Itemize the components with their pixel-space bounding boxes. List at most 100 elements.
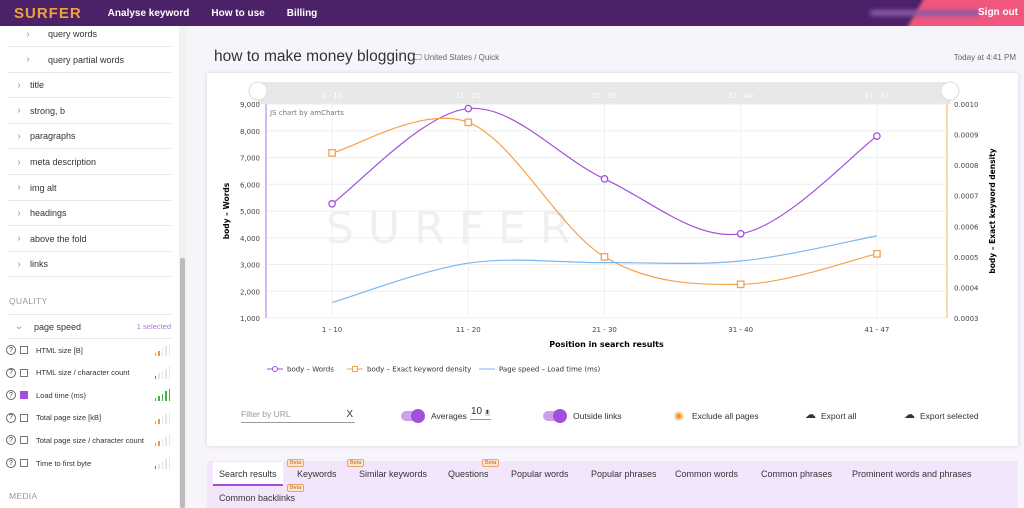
- help-icon[interactable]: ?: [6, 435, 16, 446]
- tab[interactable]: Common backlinks: [219, 493, 296, 503]
- scroll-grip-right[interactable]: [940, 81, 960, 101]
- export-all-button[interactable]: Export all: [821, 411, 857, 421]
- cloud-download-icon[interactable]: ☁: [904, 409, 915, 421]
- y-tick-label: 4,000: [240, 235, 260, 243]
- tab[interactable]: Common words: [675, 469, 739, 479]
- exclude-all-pages-button[interactable]: Exclude all pages: [692, 411, 759, 421]
- data-point: [736, 280, 745, 289]
- tab[interactable]: Keywords: [297, 469, 337, 479]
- sidebar-item-label: query words: [48, 29, 98, 39]
- metric-row[interactable]: ? Time to first byte: [6, 453, 170, 473]
- help-icon[interactable]: ?: [6, 345, 16, 355]
- level-bar: [168, 366, 170, 379]
- averages-toggle[interactable]: [401, 409, 425, 423]
- eye-icon[interactable]: ◉: [674, 410, 684, 422]
- sidebar-item-label: links: [30, 259, 49, 270]
- level-bar: [161, 461, 163, 469]
- metric-checkbox[interactable]: [20, 413, 28, 422]
- help-icon[interactable]: ?: [6, 412, 16, 423]
- metric-label: Total page size / character count: [36, 435, 144, 445]
- spinner-icon[interactable]: ⬍: [484, 410, 490, 416]
- metric-checkbox[interactable]: [20, 391, 28, 400]
- sidebar-item[interactable]: › strong, b: [8, 99, 171, 124]
- cloud-download-icon[interactable]: ☁: [805, 409, 816, 421]
- y2-tick-label: 0.0010: [954, 101, 979, 109]
- y2-tick-label: 0.0004: [954, 284, 979, 292]
- level-bar: [161, 371, 163, 379]
- metric-checkbox[interactable]: [20, 368, 28, 377]
- sidebar-item[interactable]: › query partial words: [8, 48, 171, 73]
- scrollbar-band: [258, 82, 951, 104]
- outside-links-label: Outside links: [573, 411, 622, 421]
- metric-row[interactable]: ? Total page size [kB]: [6, 408, 170, 428]
- clear-filter-button[interactable]: X: [346, 409, 353, 420]
- sidebar-item[interactable]: › paragraphs: [8, 124, 171, 150]
- tab[interactable]: Popular words: [511, 469, 569, 479]
- sidebar-item[interactable]: › query words: [8, 22, 171, 47]
- level-bar: [168, 389, 170, 402]
- nav-analyse-keyword[interactable]: Analyse keyword: [107, 7, 190, 19]
- tab[interactable]: Prominent words and phrases: [852, 469, 972, 479]
- level-bar: [165, 346, 167, 356]
- x-tick-label: 31 - 40: [728, 326, 753, 334]
- level-bar: [158, 463, 160, 469]
- y2-tick-label: 0.0006: [954, 223, 979, 231]
- location: 🖵 United States / Quick: [414, 53, 499, 63]
- media-heading: MEDIA: [9, 491, 38, 501]
- metric-row[interactable]: ? HTML size [B]: [6, 340, 170, 360]
- outside-links-toggle[interactable]: [543, 409, 567, 423]
- metric-label: Total page size [kB]: [36, 413, 102, 423]
- metric-row[interactable]: ? Load time (ms): [6, 385, 170, 405]
- sidebar-item-label: img alt: [30, 182, 57, 193]
- scrollbar-category-label: 21 - 30: [592, 92, 617, 100]
- help-icon[interactable]: ?: [6, 458, 16, 468]
- nav-billing[interactable]: Billing: [286, 7, 318, 19]
- level-bar: [158, 418, 160, 424]
- level-bar: [161, 393, 163, 402]
- chart: SURFER1,0002,0003,0004,0005,0006,0007,00…: [222, 81, 997, 374]
- sidebar-item[interactable]: › title: [8, 73, 171, 99]
- y-tick-label: 2,000: [240, 288, 260, 296]
- filter-placeholder: Filter by URL: [241, 409, 291, 419]
- tab[interactable]: Questions: [448, 469, 489, 479]
- export-selected-button[interactable]: Export selected: [920, 411, 979, 421]
- tab[interactable]: Popular phrases: [591, 469, 657, 479]
- sidebar-item[interactable]: › meta description: [8, 150, 171, 175]
- sidebar-item[interactable]: › links: [8, 252, 171, 278]
- nav-how-to-use[interactable]: How to use: [211, 7, 265, 19]
- metric-checkbox[interactable]: [20, 346, 28, 354]
- metric-checkbox[interactable]: [20, 459, 28, 467]
- level-bar: [158, 441, 160, 447]
- x-tick-label: 41 - 47: [865, 326, 890, 334]
- sidebar-item[interactable]: › img alt: [8, 176, 171, 201]
- level-bar: [154, 443, 156, 447]
- y-tick-label: 9,000: [240, 101, 260, 109]
- sidebar-scrollbar[interactable]: [180, 258, 185, 508]
- metric-row[interactable]: ? HTML size / character count: [6, 363, 170, 383]
- surfer-logo[interactable]: SURFER: [14, 4, 82, 22]
- series-line: [331, 117, 878, 286]
- timestamp: Today at 4:41 PM: [953, 53, 1016, 62]
- sidebar-group-page-speed[interactable]: ⌄ page speed 1 selected: [8, 314, 171, 339]
- help-icon[interactable]: ?: [6, 367, 16, 378]
- metric-row[interactable]: ? Total page size / character count: [6, 430, 170, 450]
- averages-input[interactable]: 10 ⬍: [470, 406, 491, 420]
- y2-tick-label: 0.0007: [954, 193, 979, 201]
- sidebar-item[interactable]: › headings: [8, 201, 171, 227]
- tab[interactable]: Common phrases: [761, 469, 833, 479]
- metric-label: Load time (ms): [36, 390, 87, 400]
- level-bar: [165, 368, 167, 379]
- chevron-right-icon: ›: [17, 207, 21, 219]
- sidebar-item[interactable]: › above the fold: [8, 227, 171, 252]
- level-bar: [154, 398, 156, 402]
- help-icon[interactable]: ?: [6, 390, 16, 401]
- level-bar: [165, 459, 167, 469]
- scroll-grip-left[interactable]: [248, 81, 268, 101]
- level-bar: [165, 413, 167, 424]
- sign-out-button[interactable]: Sign out: [978, 7, 1018, 18]
- tab[interactable]: Search results: [213, 462, 283, 486]
- metric-checkbox[interactable]: [20, 436, 28, 445]
- tab[interactable]: Similar keywords: [359, 469, 428, 479]
- chevron-right-icon: ›: [17, 258, 21, 270]
- filter-url-input[interactable]: Filter by URL X: [241, 409, 355, 423]
